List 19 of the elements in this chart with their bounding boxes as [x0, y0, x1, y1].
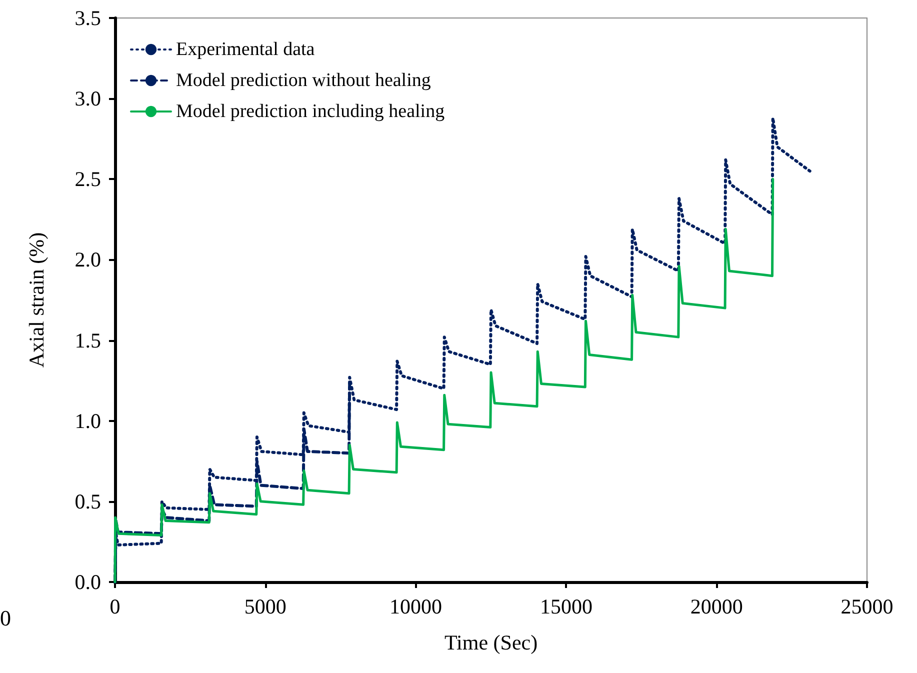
y-tick-label: 1.0 — [74, 408, 101, 433]
x-tick-label: 15000 — [540, 594, 592, 618]
x-tick-label: 20000 — [690, 594, 743, 618]
y-tick-label: 1.5 — [74, 328, 101, 352]
x-tick-label: 0 — [110, 594, 120, 618]
x-tick-label: 25000 — [840, 594, 894, 618]
legend-label: Model prediction without healing — [176, 70, 432, 91]
y-tick-label: 2.0 — [74, 248, 101, 272]
y-axis-title: Axial strain (%) — [24, 232, 48, 368]
y-tick-label: 3.0 — [74, 86, 101, 111]
legend-label: Model prediction including healing — [176, 101, 446, 122]
y-tick-label: 2.5 — [74, 167, 101, 192]
y-tick-label: 0.5 — [74, 489, 101, 514]
x-axis-title: Time (Sec) — [444, 630, 538, 654]
y-tick-label: 0.0 — [74, 570, 101, 594]
y-tick-label: 3.5 — [74, 6, 101, 30]
x-tick-label: 5000 — [244, 594, 286, 618]
legend-label: Experimental data — [176, 39, 316, 60]
x-tick-label: 10000 — [390, 594, 442, 618]
